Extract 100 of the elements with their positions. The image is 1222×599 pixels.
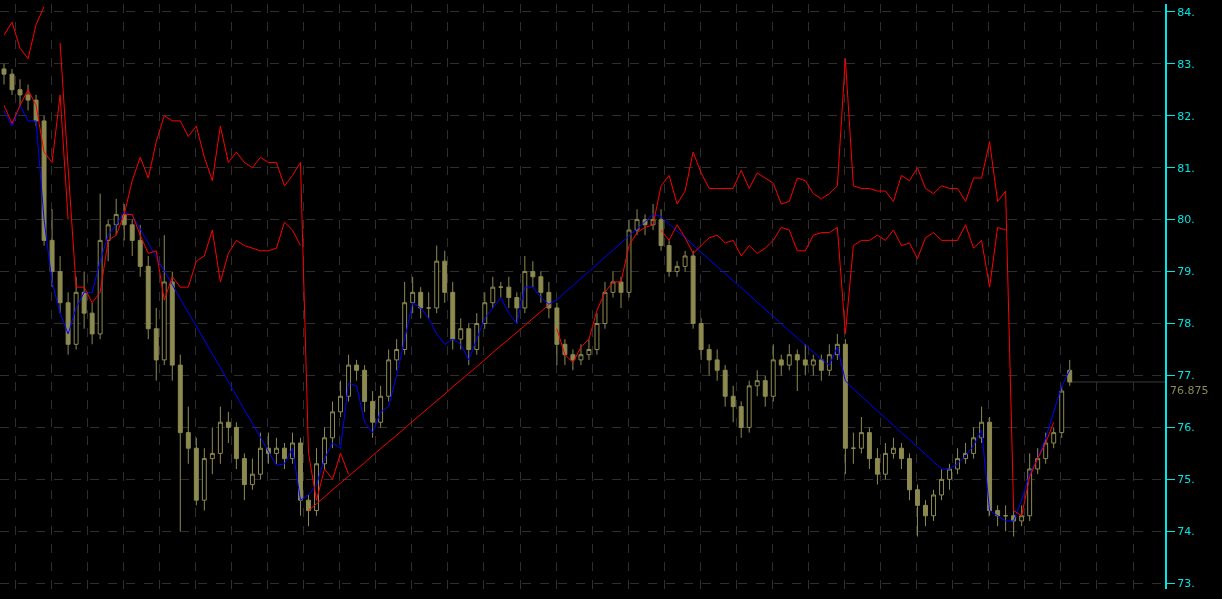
candlestick [193,437,199,506]
candlestick [9,68,15,96]
candlestick [490,276,496,309]
candlestick [538,271,544,304]
candlestick [450,281,456,350]
y-tick-label: 83. [1177,57,1195,71]
candlestick [73,276,79,350]
candlestick [882,442,888,480]
candlestick [298,437,303,517]
candlestick [714,348,720,382]
candlestick [81,271,87,330]
candlestick [530,260,536,288]
candlestick [618,276,624,309]
candlestick [330,400,335,449]
candlestick [338,380,344,418]
candlestick [113,198,119,236]
candlestick [586,338,592,361]
candlestick [65,291,71,356]
candlestick [658,208,664,252]
candlestick [458,317,464,350]
candlestick [177,354,183,532]
candlestick [554,302,560,366]
candlestick [915,484,920,538]
candlestick [426,291,432,319]
y-tick-label: 74. [1177,525,1195,539]
candlestick [522,255,528,314]
candlestick [850,432,856,465]
candlestick [362,364,368,413]
candlestick [794,348,800,392]
candlestick [257,432,263,480]
candlestick [225,411,231,444]
candlestick [209,426,215,475]
y-tick-label: 73. [1177,577,1195,591]
y-tick-label: 84. [1177,5,1195,19]
candlestick [354,359,360,382]
y-tick-label: 76. [1177,421,1195,435]
candlestick [987,416,993,517]
candlestick [482,291,488,330]
candlestick [682,250,688,273]
ref-line-label: 76.875 [1170,384,1209,397]
candlestick [410,276,416,314]
candlestick [282,442,287,470]
candlestick [746,380,752,434]
candlestick [931,489,936,522]
candlestick [602,281,608,330]
candlestick [201,447,207,512]
candlestick [738,400,744,439]
candlestick [249,458,255,491]
candlestick [706,343,712,376]
candlestick [1,63,7,86]
candlestick [570,348,576,371]
candlestick [306,494,311,527]
candlestick [634,208,640,236]
candlestick [778,354,784,376]
candlestick [498,281,504,299]
candlestick [370,390,376,439]
candlestick [233,421,239,470]
candlestick [97,193,103,340]
candlestick [49,208,55,288]
candlestick [1067,359,1073,387]
candlestick [907,452,912,501]
candlestick [185,406,191,465]
candlestick [866,426,872,470]
candlestick [730,385,736,423]
candlestick [394,338,400,371]
y-tick-label: 82. [1177,109,1195,123]
candlestick [578,343,584,366]
y-tick-label: 79. [1177,265,1195,279]
line-series [3,104,1071,522]
candlestick [810,354,816,376]
y-tick-label: 81. [1177,161,1195,175]
candlestick [57,255,63,314]
candlestick [874,447,880,486]
candlestick [418,286,424,319]
candlestick [137,224,143,278]
candlestick [594,312,600,356]
candlestick [754,369,760,397]
candlestick [386,348,392,402]
candlestick [626,219,632,299]
candlestick [514,291,520,325]
candlestick [770,343,776,402]
candlestick [442,250,448,304]
candlestick [786,343,792,371]
candlestick [1003,504,1009,532]
candlestick [818,354,824,382]
y-tick-label: 80. [1177,213,1195,227]
candlestick [241,452,247,501]
candlestick [506,276,512,309]
candlestick [89,302,95,345]
candlestick [610,271,616,299]
candlestick [25,84,31,112]
candlestick [842,338,848,475]
candlestick [890,437,896,460]
candlestick [722,364,728,408]
candlestick [217,406,223,465]
candlestick [17,78,23,106]
y-tick-label: 75. [1177,473,1195,487]
candlestick [466,323,472,366]
candlestick [169,271,175,382]
candlestick [666,239,672,278]
